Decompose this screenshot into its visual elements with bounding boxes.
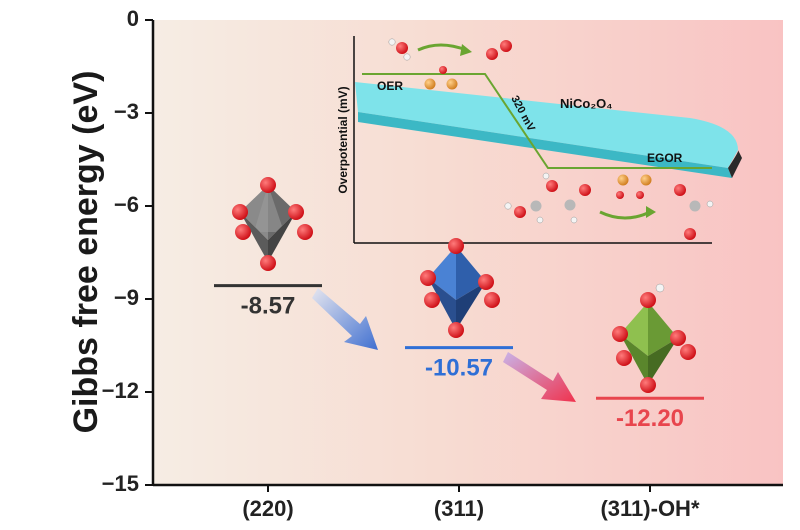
egor-reaction-arrow xyxy=(599,210,651,220)
polyhedron-311-oh xyxy=(612,283,696,393)
polyhedron-311 xyxy=(420,238,500,338)
y-tick-label: −3 xyxy=(114,99,139,124)
material-label: NiCo₂O₄ xyxy=(560,96,612,111)
ethylene-glycol-molecule xyxy=(504,172,591,224)
transition-arrow-1 xyxy=(312,288,378,350)
oxygen-molecule xyxy=(486,40,512,60)
y-tick-label: −9 xyxy=(114,285,139,310)
y-tick-label: −12 xyxy=(102,378,139,403)
inset-schematic: Overpotential (mV) OER EGOR 320 mV NiCo₂… xyxy=(336,36,742,244)
y-tick-label: 0 xyxy=(127,6,139,31)
energy-value-label: -10.57 xyxy=(425,355,493,382)
nico2o4-slab xyxy=(355,82,742,178)
y-tick-label: −15 xyxy=(102,471,139,496)
oer-intermediate xyxy=(424,66,458,90)
inset-energy-path xyxy=(362,73,712,169)
plot-background xyxy=(153,20,783,485)
energy-value-label: -12.20 xyxy=(616,405,684,432)
x-tick-label: (311)-OH* xyxy=(600,496,699,521)
inset-y-label: Overpotential (mV) xyxy=(336,86,350,193)
y-tick-label: −6 xyxy=(114,192,139,217)
polyhedron-220 xyxy=(232,177,313,271)
energy-value-label: -8.57 xyxy=(241,293,296,320)
egor-label: EGOR xyxy=(647,151,683,165)
oer-label: OER xyxy=(377,79,403,93)
x-ticks: (220) (311) (311)-OH* xyxy=(242,485,700,521)
water-molecule xyxy=(388,38,411,61)
formate-molecule xyxy=(674,184,714,240)
x-tick-label: (311) xyxy=(434,496,484,521)
transition-arrow-2 xyxy=(503,352,576,402)
egor-intermediate xyxy=(616,174,652,199)
y-ticks: 0 −3 −6 −9 −12 −15 xyxy=(102,6,153,496)
energy-levels: -8.57 -10.57 -12.20 xyxy=(214,284,704,432)
y-axis-label: Gibbs free energy (eV) xyxy=(67,71,105,434)
x-tick-label: (220) xyxy=(242,496,293,521)
